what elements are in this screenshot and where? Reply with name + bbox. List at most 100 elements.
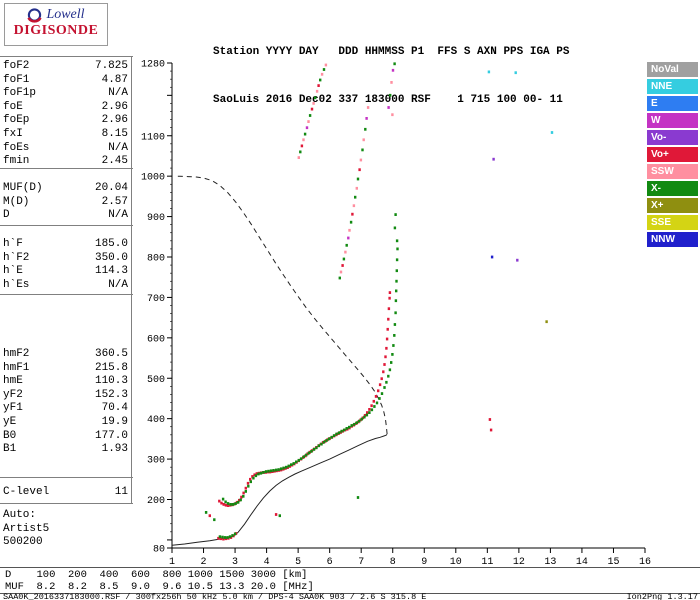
- param-label: C-level: [3, 486, 50, 498]
- param-row-hme: hmE 110.3: [3, 375, 128, 389]
- legend-nne: NNE: [647, 79, 698, 94]
- divider: [0, 477, 133, 478]
- param-row-md: M(D) 2.57: [3, 196, 128, 210]
- legend-ssw: SSW: [647, 164, 698, 179]
- status-bar: SAA0K_2016337183000.RSF / 300fx256h 50 k…: [3, 592, 698, 600]
- param-row-mufd: MUF(D) 20.04: [3, 182, 128, 196]
- param-label: foEp: [3, 114, 30, 127]
- param-label: foE: [3, 100, 23, 113]
- param-label: foF2: [3, 60, 30, 72]
- param-panel-border: [0, 56, 132, 503]
- echo-series-spread-band-upper: [297, 63, 328, 159]
- legend-e: E: [647, 96, 698, 111]
- auto-scaler-block: Auto: Artist5 500200: [0, 508, 132, 550]
- status-program-version: Ion2Png 1.3.17: [626, 592, 698, 600]
- param-value: 185.0: [94, 238, 128, 250]
- param-value: 11: [114, 486, 128, 498]
- x-tick-label: 6: [327, 557, 333, 568]
- param-label: B1: [3, 443, 17, 456]
- y-tick-label: 1100: [141, 132, 165, 143]
- divider: [0, 56, 133, 57]
- param-value: 2.45: [101, 155, 128, 168]
- echo-series-f-trace-o: [218, 291, 392, 507]
- y-tick-label: 400: [147, 415, 165, 426]
- param-row-hf2: h`F2 350.0: [3, 252, 128, 266]
- legend-x-: X-: [647, 181, 698, 196]
- param-value: 2.96: [101, 114, 128, 127]
- param-value: 8.15: [101, 127, 128, 140]
- y-tick-label: 80: [153, 545, 165, 556]
- param-group-frequencies: foF2 7.825 foF1 4.87 foF1p N/A foE 2.96 foEp 2.96…: [0, 59, 132, 169]
- y-tick-label: 800: [147, 254, 165, 265]
- y-tick-label: 1000: [141, 173, 165, 184]
- param-value: 70.4: [101, 402, 128, 415]
- dmuf-table: D 100 200 400 600 800 1000 1500 3000 [km…: [5, 569, 314, 593]
- param-label: yF2: [3, 388, 23, 401]
- echo-series-isolated-echoes: [487, 70, 554, 432]
- topside-profile-dashed: [175, 175, 388, 435]
- param-row-b0: B0 177.0: [3, 430, 128, 444]
- digisonde-logo-mark: [27, 7, 43, 23]
- x-tick-label: 8: [390, 557, 396, 568]
- x-tick-label: 15: [607, 557, 619, 568]
- y-tick-label: 200: [147, 496, 165, 507]
- param-label: hmF2: [3, 348, 30, 360]
- legend-sse: SSE: [647, 215, 698, 230]
- param-label: h`Es: [3, 278, 30, 291]
- param-label: yE: [3, 415, 17, 428]
- param-row-clevel: C-level 11: [3, 486, 128, 500]
- x-tick-label: 16: [639, 557, 651, 568]
- param-label: h`F: [3, 238, 23, 250]
- auto-line: Auto:: [3, 509, 37, 521]
- param-row-fof2: foF2 7.825: [3, 60, 128, 74]
- param-value: N/A: [108, 209, 128, 222]
- param-row-foes: foEs N/A: [3, 142, 128, 156]
- param-value: 20.04: [94, 182, 128, 194]
- param-label: fmin: [3, 155, 30, 168]
- auto-line: 500200: [3, 536, 43, 549]
- x-tick-label: 14: [576, 557, 588, 568]
- divider: [0, 294, 133, 295]
- y-tick-label: 300: [147, 456, 165, 467]
- param-value: 177.0: [94, 429, 128, 442]
- param-label: h`F2: [3, 251, 30, 264]
- param-group-muf: MUF(D) 20.04 M(D) 2.57 D N/A: [0, 181, 132, 223]
- echo-series-bottom-strays: [204, 496, 360, 522]
- x-tick-label: 11: [481, 557, 493, 568]
- param-label: h`E: [3, 265, 23, 278]
- param-value: 7.825: [94, 60, 128, 72]
- echo-series-top-scatter: [387, 62, 397, 230]
- direction-legend: NoVal NNE E W Vo- Vo+ SSW X- X+ SSE NNW: [647, 62, 698, 249]
- legend-x+: X+: [647, 198, 698, 213]
- param-label: foEs: [3, 141, 30, 154]
- param-row-ye: yE 19.9: [3, 416, 128, 430]
- param-value: 350.0: [94, 251, 128, 264]
- echo-series-f-trace-x: [221, 239, 399, 506]
- x-tick-label: 13: [544, 557, 556, 568]
- param-value: N/A: [108, 278, 128, 291]
- param-row-hmf1: hmF1 215.8: [3, 362, 128, 376]
- x-tick-label: 1: [169, 557, 175, 568]
- param-value: 152.3: [94, 388, 128, 401]
- divider: [0, 168, 133, 169]
- x-tick-label: 7: [358, 557, 364, 568]
- param-value: 114.3: [94, 265, 128, 278]
- logo-company: Lowell: [46, 7, 85, 22]
- param-value: 4.87: [101, 73, 128, 86]
- y-tick-label: 600: [147, 334, 165, 345]
- logo-top-row: Lowell: [5, 7, 107, 23]
- param-row-hes: h`Es N/A: [3, 279, 128, 293]
- param-label: hmF1: [3, 361, 30, 374]
- header-line2: SaoLuis 2016 Dec02 337 183000 RSF 1 715 …: [213, 94, 563, 106]
- param-group-true-heights: hmF2 360.5 hmF1 215.8 hmE 110.3 yF2 152.3 yF1 70.…: [0, 347, 132, 457]
- param-row-b1: B1 1.93: [3, 443, 128, 457]
- station-header: Station YYYY DAY DDD HHMMSS P1 FFS S AXN…: [213, 12, 569, 124]
- param-row-foe: foE 2.96: [3, 101, 128, 115]
- y-tick-label: 500: [147, 375, 165, 386]
- param-label: foF1: [3, 73, 30, 86]
- param-row-fmin: fmin 2.45: [3, 155, 128, 169]
- param-row-yf2: yF2 152.3: [3, 389, 128, 403]
- y-tick-label: 1280: [141, 60, 165, 71]
- param-value: 2.96: [101, 100, 128, 113]
- divider: [0, 225, 133, 226]
